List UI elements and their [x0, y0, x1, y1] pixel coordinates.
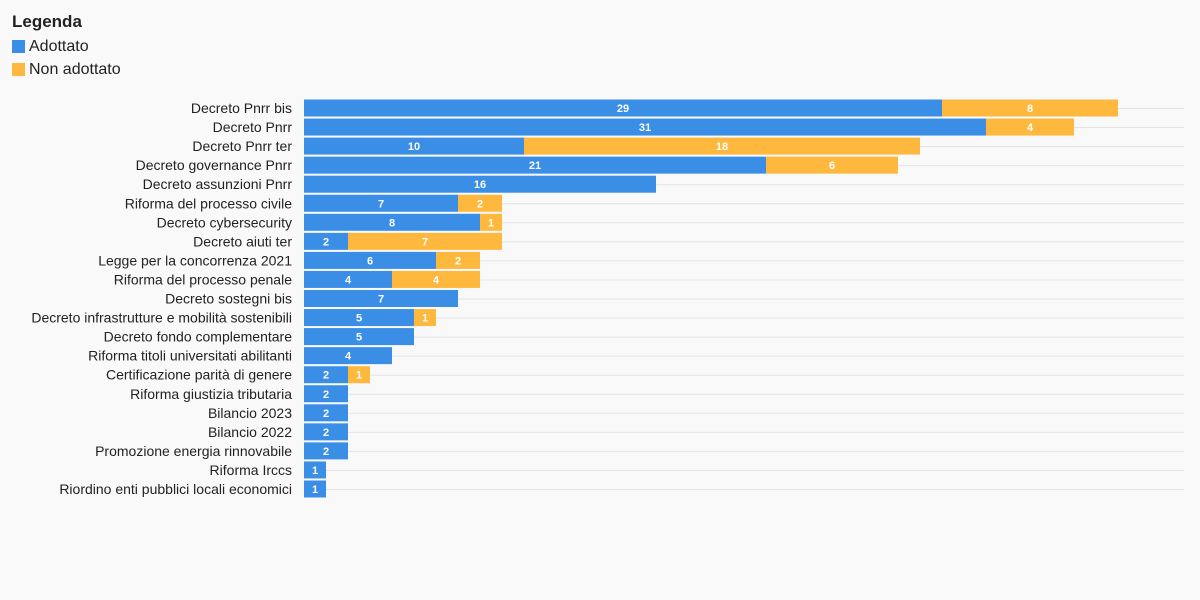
bar-non-adottato[interactable] — [414, 309, 436, 327]
bar-non-adottato[interactable] — [392, 270, 480, 288]
data-label: 18 — [716, 141, 728, 153]
data-label: 4 — [1027, 122, 1034, 134]
bar-adottato[interactable] — [304, 290, 458, 307]
legend: Legenda Adottato Non adottato — [12, 12, 121, 81]
bar-adottato[interactable] — [304, 461, 326, 479]
bar-adottato[interactable] — [304, 175, 656, 193]
category-label: Decreto infrastrutture e mobilità sosten… — [31, 310, 292, 326]
category-label: Decreto Pnrr ter — [192, 138, 292, 154]
legend-label-adottato: Adottato — [29, 37, 89, 55]
legend-title: Legenda — [12, 12, 82, 31]
category-label: Decreto aiuti ter — [193, 233, 292, 249]
category-label: Certificazione parità di genere — [106, 367, 292, 383]
category-label: Promozione energia rinnovabile — [95, 443, 292, 459]
category-label: Decreto fondo complementare — [104, 329, 293, 345]
data-label: 8 — [389, 217, 395, 229]
legend-item-adottato: Adottato — [12, 35, 121, 58]
data-label: 1 — [422, 313, 428, 325]
bar-non-adottato[interactable] — [348, 232, 502, 250]
data-label: 4 — [345, 351, 352, 363]
data-label: 1 — [312, 484, 318, 496]
bar-adottato[interactable] — [304, 213, 480, 231]
category-label: Riordino enti pubblici locali economici — [59, 481, 292, 497]
category-label: Riforma Irccs — [210, 462, 292, 478]
data-label: 2 — [323, 389, 329, 401]
data-label: 6 — [367, 255, 373, 267]
data-label: 2 — [323, 446, 329, 458]
data-label: 1 — [488, 217, 494, 229]
bar-adottato[interactable] — [304, 232, 348, 250]
data-label: 21 — [529, 160, 541, 172]
data-label: 5 — [356, 332, 362, 344]
bar-adottato[interactable] — [304, 347, 392, 365]
bar-adottato[interactable] — [304, 251, 436, 269]
bar-non-adottato[interactable] — [480, 213, 502, 231]
category-label: Riforma titoli universitati abilitanti — [88, 348, 292, 364]
data-label: 2 — [323, 370, 329, 382]
bar-non-adottato[interactable] — [348, 366, 370, 384]
data-label: 5 — [356, 313, 362, 325]
data-label: 4 — [345, 274, 352, 286]
bar-non-adottato[interactable] — [986, 118, 1074, 136]
category-label: Bilancio 2022 — [208, 424, 292, 440]
bar-adottato[interactable] — [304, 194, 458, 212]
data-label: 2 — [323, 236, 329, 248]
data-label: 16 — [474, 179, 486, 191]
legend-label-non-adottato: Non adottato — [29, 60, 121, 78]
bar-adottato[interactable] — [304, 423, 348, 441]
bar-adottato[interactable] — [304, 404, 348, 422]
legend-swatch-adottato — [12, 40, 25, 53]
data-label: 1 — [312, 465, 318, 477]
category-label: Riforma giustizia tributaria — [130, 386, 292, 402]
data-label: 7 — [378, 198, 384, 210]
category-label: Decreto governance Pnrr — [136, 157, 293, 173]
category-label: Decreto assunzioni Pnrr — [143, 176, 293, 192]
bar-non-adottato[interactable] — [766, 156, 898, 174]
data-label: 1 — [356, 370, 362, 382]
category-label: Riforma del processo penale — [114, 271, 292, 287]
bar-adottato[interactable] — [304, 99, 942, 117]
data-label: 10 — [408, 141, 420, 153]
data-label: 31 — [639, 122, 651, 134]
data-label: 7 — [422, 236, 428, 248]
data-label: 6 — [829, 160, 835, 172]
data-label: 29 — [617, 103, 629, 115]
data-label: 4 — [433, 274, 440, 286]
bar-adottato[interactable] — [304, 270, 392, 288]
bar-non-adottato[interactable] — [524, 137, 920, 155]
category-label: Decreto Pnrr bis — [191, 100, 292, 116]
category-label: Riforma del processo civile — [125, 195, 292, 211]
category-label: Decreto sostegni bis — [165, 291, 292, 307]
bar-non-adottato[interactable] — [436, 251, 480, 269]
category-label: Legge per la concorrenza 2021 — [98, 252, 292, 268]
bar-adottato[interactable] — [304, 480, 326, 498]
bar-adottato[interactable] — [304, 328, 414, 346]
category-label: Decreto Pnrr — [213, 119, 293, 135]
category-label: Bilancio 2023 — [208, 405, 292, 421]
bar-adottato[interactable] — [304, 309, 414, 327]
data-label: 2 — [455, 255, 461, 267]
data-label: 2 — [323, 408, 329, 420]
bar-non-adottato[interactable] — [942, 99, 1118, 117]
legend-item-non-adottato: Non adottato — [12, 58, 121, 81]
bar-adottato[interactable] — [304, 385, 348, 403]
bar-non-adottato[interactable] — [458, 194, 502, 212]
data-label: 8 — [1027, 103, 1033, 115]
category-label: Decreto cybersecurity — [157, 214, 292, 230]
bar-adottato[interactable] — [304, 442, 348, 460]
bar-adottato[interactable] — [304, 366, 348, 384]
legend-swatch-non-adottato — [12, 63, 25, 76]
data-label: 2 — [323, 427, 329, 439]
bar-adottato[interactable] — [304, 137, 524, 155]
bar-adottato[interactable] — [304, 118, 986, 136]
data-label: 2 — [477, 198, 483, 210]
data-label: 7 — [378, 294, 384, 306]
bar-adottato[interactable] — [304, 156, 766, 174]
